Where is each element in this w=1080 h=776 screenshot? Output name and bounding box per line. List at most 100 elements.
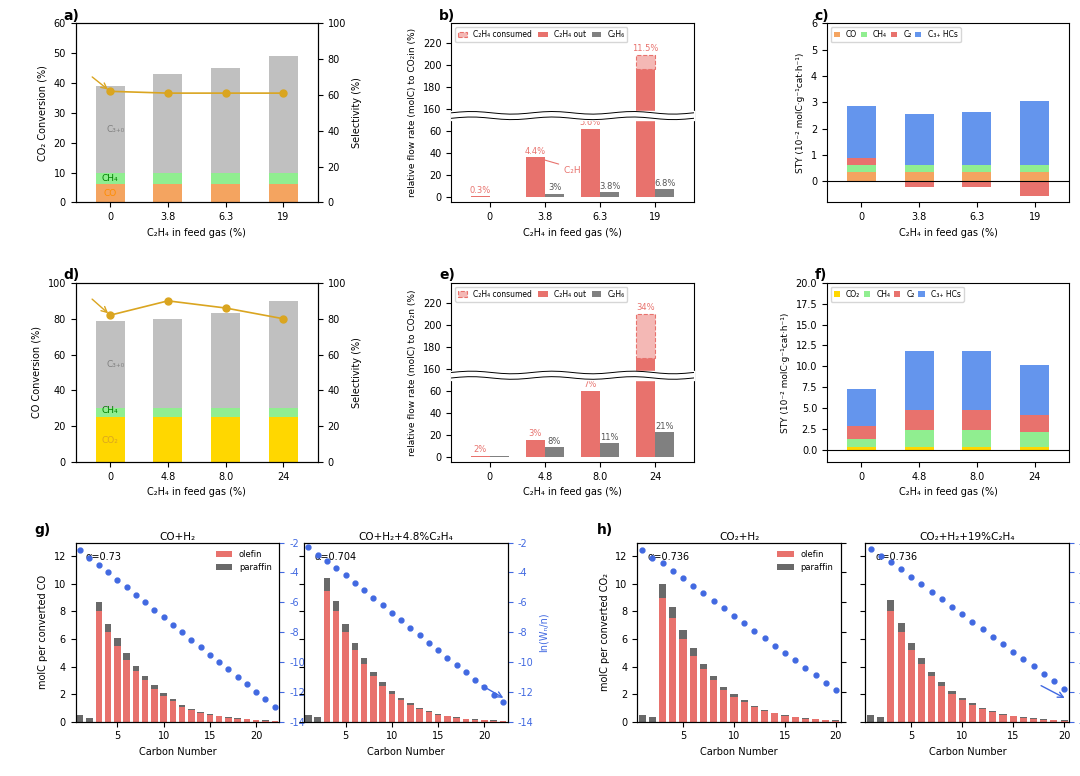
Bar [962,431,991,447]
Y-axis label: ln(Wₙ/n): ln(Wₙ/n) [311,612,321,652]
Bar [654,432,674,456]
Bar [96,320,124,408]
Bar [253,720,259,722]
Text: 6.8%: 6.8% [654,179,675,188]
Bar [133,666,139,670]
Text: 3%: 3% [548,183,562,192]
Text: g): g) [35,523,51,537]
X-axis label: Carbon Number: Carbon Number [138,747,216,757]
Bar [454,718,460,722]
Bar [1021,101,1049,165]
Bar [212,172,240,185]
Bar [96,86,124,172]
X-axis label: C₂H₄ in feed gas (%): C₂H₄ in feed gas (%) [523,227,622,237]
Bar [212,314,240,408]
Text: c): c) [814,9,829,23]
Bar [700,670,707,722]
Text: 8%: 8% [548,437,562,445]
Y-axis label: molC per converted CO₂: molC per converted CO₂ [599,573,609,691]
Bar [980,708,986,709]
Text: α=0.704: α=0.704 [314,552,356,562]
Bar [95,602,102,611]
Text: 3.8%: 3.8% [599,182,620,192]
Legend: C₂H₄ consumed, C₂H₄ out, C₂H₆: C₂H₄ consumed, C₂H₄ out, C₂H₆ [455,27,627,42]
Bar [333,611,339,722]
Bar [269,56,298,172]
Bar [379,682,386,686]
Bar [751,707,758,722]
Bar [397,698,404,700]
Bar [269,417,298,462]
Bar [989,712,997,722]
Y-axis label: relative flow rate (molC) to CO₂in (%): relative flow rate (molC) to CO₂in (%) [408,28,417,197]
Bar [361,663,367,722]
Text: α=0.736: α=0.736 [876,552,918,562]
Bar [269,408,298,417]
Bar [133,670,139,722]
X-axis label: C₂H₄ in feed gas (%): C₂H₄ in feed gas (%) [147,227,246,237]
Bar [847,447,876,449]
Bar [867,715,874,722]
Bar [847,426,876,438]
Bar [847,172,876,182]
Bar [269,301,298,408]
Text: 0.3%: 0.3% [470,185,490,195]
Bar [636,55,654,69]
Y-axis label: STY (10⁻² molC·g⁻¹cat·h⁻¹): STY (10⁻² molC·g⁻¹cat·h⁻¹) [796,53,806,173]
Bar [271,721,278,722]
Bar [462,719,469,722]
Bar [351,650,357,722]
Y-axis label: Selectivity (%): Selectivity (%) [352,337,362,408]
Bar [928,672,935,676]
Bar [962,165,991,172]
Bar [636,314,654,358]
Bar [198,712,204,722]
Bar [690,656,697,722]
Bar [962,447,991,449]
Bar [948,691,956,694]
Bar [389,691,395,694]
Bar [333,601,339,611]
Bar [792,717,799,722]
Text: e): e) [440,268,455,282]
Bar [179,705,186,706]
Bar [1010,716,1016,722]
Legend: C₂H₄ consumed, C₂H₄ out, C₂H₆: C₂H₄ consumed, C₂H₄ out, C₂H₆ [455,287,627,302]
Bar [188,710,194,722]
Text: f): f) [814,268,827,282]
Bar [212,417,240,462]
Bar [670,608,676,618]
Bar [888,611,894,722]
Bar [1021,172,1049,182]
Bar [581,129,599,197]
Text: CO₂: CO₂ [102,436,119,445]
Bar [771,712,779,713]
Text: 2%: 2% [473,445,487,454]
Bar [877,717,885,722]
Bar [151,685,158,688]
Bar [351,643,357,650]
Bar [170,699,176,701]
Bar [1061,721,1068,722]
Text: h): h) [596,523,612,537]
Text: a): a) [64,9,79,23]
Bar [918,658,926,663]
Bar [482,720,488,722]
Bar [397,700,404,722]
Bar [962,352,991,410]
Bar [153,74,183,172]
Bar [96,417,124,462]
Bar [269,172,298,185]
Bar [969,705,976,722]
Bar [212,68,240,172]
Bar [679,630,687,639]
Bar [897,632,905,722]
Bar [379,686,386,722]
Text: d): d) [64,268,80,282]
Bar [490,721,497,722]
Bar [771,713,779,722]
Bar [95,611,102,722]
Bar [77,715,83,722]
Text: 11%: 11% [600,433,619,442]
Bar [812,719,819,722]
